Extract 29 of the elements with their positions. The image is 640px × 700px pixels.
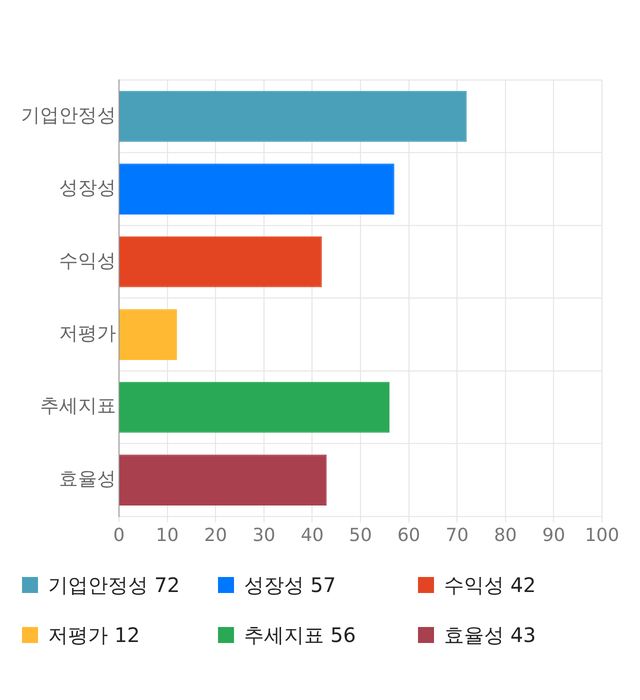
- text: 추세지표 56: [244, 622, 356, 648]
- bar: [120, 309, 177, 360]
- x-tick-label: 10: [156, 524, 179, 546]
- x-tick-label: 100: [584, 524, 620, 546]
- bar: [120, 90, 467, 142]
- text: 수익성 42: [444, 572, 536, 598]
- bar: [120, 382, 390, 433]
- text: 효율성 43: [444, 622, 536, 648]
- x-tick-label: 0: [113, 524, 125, 546]
- x-tick-label: 30: [252, 524, 276, 546]
- x-tick-label: 40: [300, 524, 324, 546]
- x-tick-label: 90: [542, 524, 566, 546]
- y-tick-label: 추세지표: [40, 395, 116, 418]
- text: 저평가 12: [48, 622, 140, 648]
- y-tick-label: 수익성: [59, 250, 116, 272]
- y-tick-label: 효율성: [59, 468, 116, 490]
- text: 성장성 57: [244, 572, 336, 598]
- y-tick-label: 기업안정성: [21, 104, 116, 126]
- x-tick-label: 70: [446, 524, 469, 546]
- bar: [120, 454, 327, 506]
- y-tick-label: 성장성: [59, 177, 116, 200]
- x-tick-label: 80: [494, 524, 517, 546]
- x-tick-label: 50: [349, 524, 372, 546]
- y-tick-label: 저평가: [59, 322, 116, 345]
- bar: [120, 164, 394, 215]
- x-tick-label: 20: [204, 524, 228, 546]
- bar: [120, 236, 322, 288]
- x-tick-label: 60: [397, 524, 420, 546]
- text: 기업안정성 72: [48, 572, 180, 598]
